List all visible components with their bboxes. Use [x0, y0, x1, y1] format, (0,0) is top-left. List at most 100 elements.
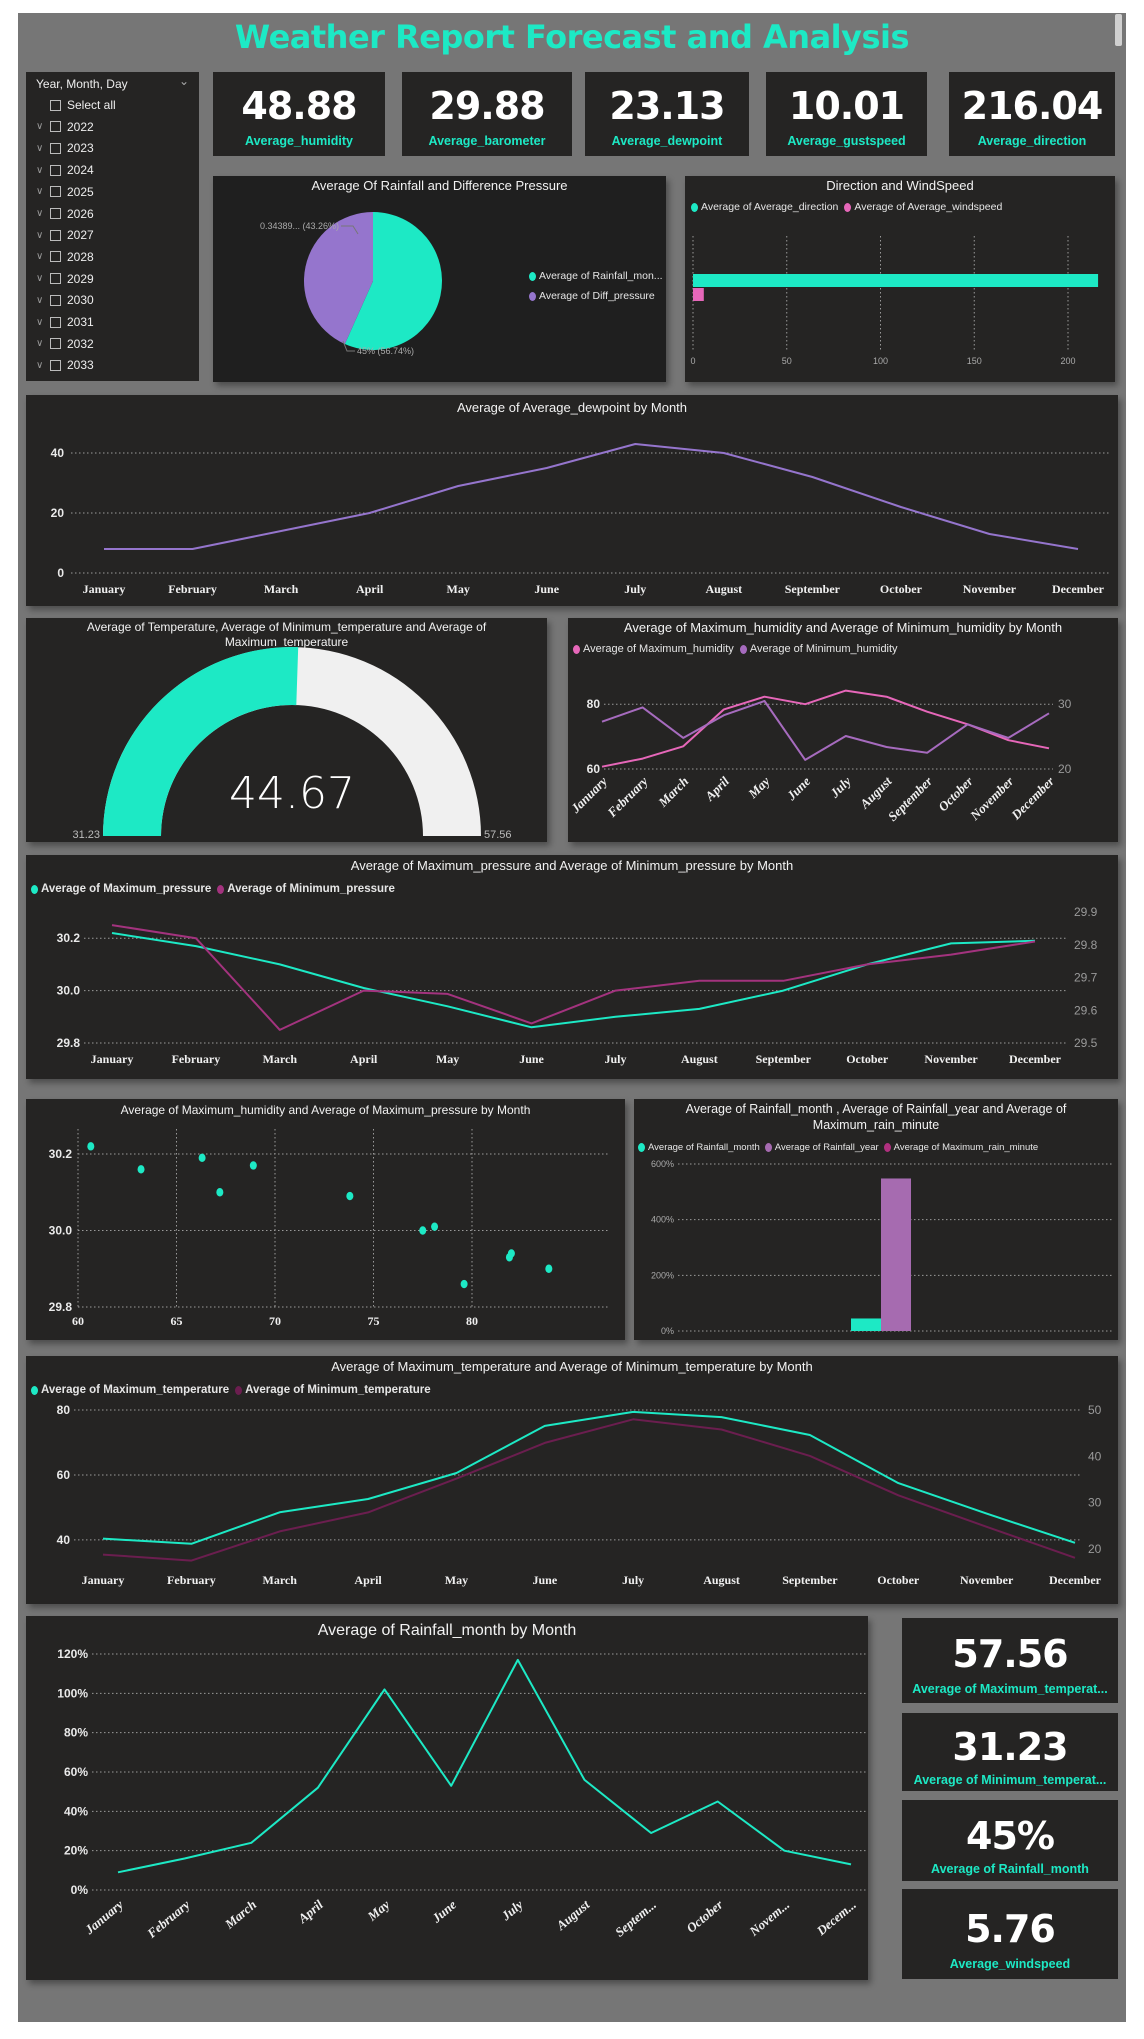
- y-axis-tick-label: 0: [57, 566, 64, 580]
- expand-chevron-icon[interactable]: ∨: [36, 164, 44, 176]
- legend-item[interactable]: Average of Maximum_humidity: [573, 643, 734, 655]
- y-axis-tick-label: 200%: [651, 1270, 674, 1280]
- slicer-item-2030[interactable]: ∨ 2030: [36, 291, 94, 309]
- slicer-item-2032[interactable]: ∨ 2032: [36, 335, 94, 353]
- expand-chevron-icon[interactable]: ∨: [36, 273, 44, 285]
- legend-dot: [529, 271, 536, 281]
- gauge-max-label: 57.56: [484, 829, 512, 841]
- x-axis-tick-label: November: [966, 773, 1017, 824]
- kpi-label: Average of Minimum_temperat...: [913, 1773, 1107, 1787]
- checkbox[interactable]: [50, 294, 61, 306]
- expand-chevron-icon[interactable]: ∨: [36, 338, 44, 350]
- kpi-label: Average_direction: [977, 134, 1087, 148]
- legend-item[interactable]: Average of Minimum_pressure: [217, 883, 395, 895]
- slicer-item-2031[interactable]: ∨ 2031: [36, 313, 94, 331]
- x-axis-tick-label: April: [350, 1052, 378, 1066]
- slicer-item-2027[interactable]: ∨ 2027: [36, 226, 94, 244]
- legend-item[interactable]: Average of Minimum_humidity: [739, 643, 898, 655]
- expand-chevron-icon[interactable]: ∨: [36, 121, 44, 133]
- slicer-item-label: 2032: [67, 336, 94, 351]
- slicer-item-2026[interactable]: ∨ 2026: [36, 205, 94, 223]
- x-axis-tick-label: 50: [782, 356, 792, 366]
- checkbox[interactable]: [50, 121, 61, 133]
- slicer-item-2022[interactable]: ∨ 2022: [36, 118, 94, 136]
- legend-item[interactable]: Average of Maximum_temperature: [31, 1384, 229, 1396]
- y-axis-tick-label: 100%: [57, 1686, 88, 1700]
- series-line-1: [102, 1410, 1076, 1545]
- x-axis-tick-label: March: [264, 582, 299, 596]
- legend-item[interactable]: Average of Rainfall_month: [638, 1142, 760, 1153]
- chart-title: Direction and WindSpeed: [826, 178, 974, 193]
- checkbox[interactable]: [50, 229, 61, 241]
- x-axis-tick-label: July: [498, 1897, 526, 1924]
- expand-chevron-icon[interactable]: ∨: [36, 186, 44, 198]
- checkbox[interactable]: [50, 251, 61, 263]
- leader-line: [341, 225, 359, 235]
- chart-legend: Average of Average_direction Average of …: [691, 201, 1002, 213]
- kpi-value: 57.56: [952, 1632, 1068, 1676]
- x-axis-tick-label: 70: [269, 1314, 281, 1328]
- legend-item[interactable]: Average of Maximum_pressure: [31, 883, 211, 895]
- scrollbar[interactable]: [1115, 14, 1122, 46]
- y2-axis-tick-label: 29.9: [1074, 905, 1098, 919]
- legend-item[interactable]: Average of Average_windspeed: [844, 201, 1002, 213]
- legend-item[interactable]: Average of Diff_pressure: [529, 290, 663, 302]
- kpi-card-max-temperature: 57.56 Average of Maximum_temperat...: [902, 1618, 1118, 1703]
- gauge-min-label: 31.23: [72, 829, 100, 841]
- y-axis-tick-label: 60%: [64, 1765, 88, 1779]
- chart-title: Average of Maximum_humidity and Average …: [623, 620, 1063, 635]
- checkbox[interactable]: [50, 208, 61, 219]
- legend-item[interactable]: Average of Rainfall_mon...: [529, 270, 663, 282]
- checkbox[interactable]: [50, 338, 61, 350]
- x-axis-tick-label: April: [701, 773, 732, 804]
- legend-item[interactable]: Average of Maximum_rain_minute: [883, 1142, 1038, 1153]
- chevron-down-icon[interactable]: ⌄: [178, 74, 189, 88]
- x-axis-tick-label: 80: [466, 1314, 478, 1328]
- y2-axis-tick-label: 30: [1088, 1496, 1102, 1510]
- expand-chevron-icon[interactable]: ∨: [36, 316, 44, 328]
- expand-chevron-icon[interactable]: ∨: [36, 294, 44, 306]
- series-line-2: [111, 924, 1036, 1031]
- y-axis-tick-label: 29.8: [49, 1300, 73, 1314]
- x-axis-tick-label: September: [756, 1052, 812, 1066]
- chart-title: Average of Average_dewpoint by Month: [456, 400, 688, 415]
- slicer-select-all[interactable]: Select all: [36, 96, 116, 114]
- slicer-item-2029[interactable]: ∨ 2029: [36, 270, 94, 288]
- slicer-item-2028[interactable]: ∨ 2028: [36, 248, 94, 266]
- checkbox[interactable]: [50, 359, 61, 371]
- slicer-item-label: 2030: [67, 293, 94, 308]
- y-axis-tick-label: 40: [51, 446, 65, 460]
- checkbox[interactable]: [50, 186, 61, 198]
- x-axis-tick-label: April: [354, 1573, 382, 1587]
- expand-chevron-icon[interactable]: ∨: [36, 229, 44, 241]
- y2-axis-tick-label: 30: [1058, 697, 1072, 711]
- slicer-item-2023[interactable]: ∨ 2023: [36, 139, 94, 157]
- slicer-item-2025[interactable]: ∨ 2025: [36, 183, 94, 201]
- kpi-label: Average of Rainfall_month: [931, 1862, 1089, 1876]
- legend-dot: [638, 1143, 645, 1152]
- checkbox[interactable]: [50, 273, 61, 285]
- x-axis-tick-label: April: [294, 1897, 326, 1927]
- legend-item[interactable]: Average of Average_direction: [691, 201, 838, 213]
- legend-label: Average of Maximum_pressure: [41, 883, 212, 895]
- legend-item[interactable]: Average of Minimum_temperature: [235, 1384, 431, 1396]
- x-axis-tick-label: June: [428, 1897, 459, 1926]
- y-axis-tick-label: 80%: [64, 1726, 88, 1740]
- legend-item[interactable]: Average of Rainfall_year: [764, 1142, 879, 1153]
- checkbox[interactable]: [50, 99, 61, 111]
- expand-chevron-icon[interactable]: ∨: [36, 142, 44, 154]
- checkbox[interactable]: [50, 142, 61, 154]
- expand-chevron-icon[interactable]: ∨: [36, 208, 44, 219]
- legend-dot: [31, 884, 38, 894]
- kpi-value: 10.01: [788, 84, 905, 128]
- kpi-card-humidity: 48.88 Average_humidity: [213, 72, 385, 156]
- kpi-label: Average_gustspeed: [787, 134, 906, 148]
- expand-chevron-icon[interactable]: ∨: [36, 251, 44, 263]
- expand-chevron-icon[interactable]: ∨: [36, 359, 44, 371]
- checkbox[interactable]: [50, 316, 61, 328]
- x-axis-tick-label: October: [877, 1573, 920, 1587]
- slicer-item-2033[interactable]: ∨ 2033: [36, 356, 94, 374]
- scatter-point: [137, 1165, 145, 1174]
- checkbox[interactable]: [50, 164, 61, 176]
- slicer-item-2024[interactable]: ∨ 2024: [36, 161, 94, 179]
